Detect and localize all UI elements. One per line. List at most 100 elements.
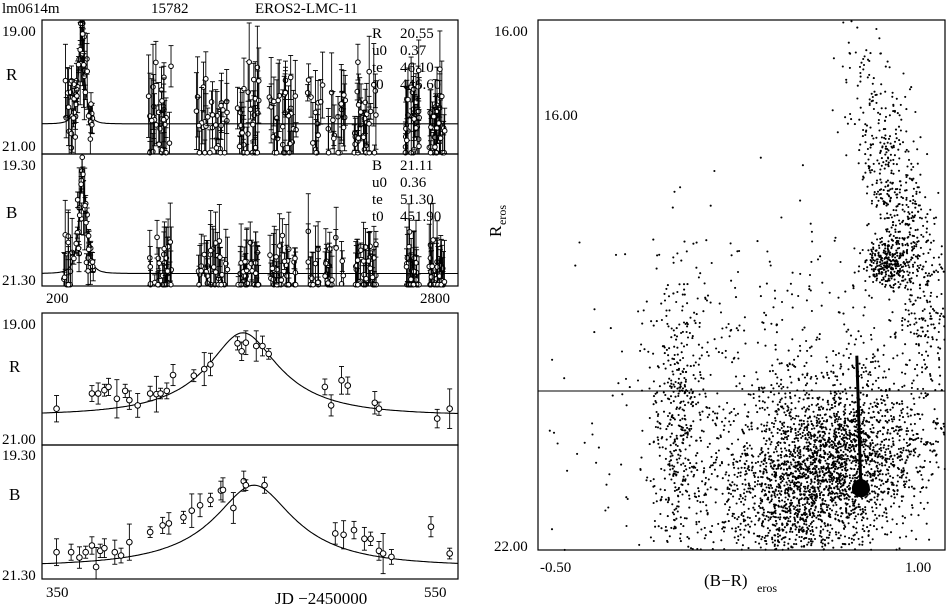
star-dot	[733, 473, 736, 476]
star-dot	[819, 453, 822, 457]
data-point	[354, 257, 361, 264]
star-dot	[811, 528, 814, 532]
star-dot	[884, 457, 887, 460]
star-dot	[840, 425, 843, 428]
star-dot	[818, 474, 821, 478]
star-dot	[813, 509, 816, 512]
star-dot	[798, 504, 801, 508]
star-dot	[820, 427, 823, 430]
star-dot	[731, 515, 734, 518]
star-dot	[816, 420, 819, 423]
panel-zoom-b-frame	[41, 444, 459, 580]
star-dot	[761, 450, 764, 453]
star-dot	[813, 537, 817, 541]
data-point	[71, 109, 77, 116]
data-point	[212, 269, 219, 275]
star-dot	[769, 455, 772, 458]
star-dot	[784, 496, 787, 499]
star-dot	[809, 493, 812, 496]
star-dot	[835, 503, 838, 506]
star-dot	[870, 388, 874, 391]
star-dot	[896, 480, 899, 483]
star-dot	[851, 460, 854, 463]
data-point	[352, 141, 358, 148]
star-dot	[786, 409, 789, 412]
data-point	[335, 149, 341, 156]
star-dot	[846, 457, 850, 460]
star-dot	[792, 489, 795, 493]
star-dot	[943, 467, 946, 471]
star-dot	[747, 487, 750, 490]
star-dot	[902, 449, 905, 452]
star-dot	[799, 516, 802, 519]
data-point	[355, 102, 362, 108]
star-dot	[801, 473, 804, 476]
star-dot	[808, 488, 812, 491]
data-point	[446, 550, 453, 557]
star-dot	[816, 475, 819, 478]
star-dot	[790, 408, 793, 411]
star-dot	[914, 451, 917, 454]
star-dot	[763, 408, 766, 411]
star-dot	[764, 540, 768, 543]
star-dot	[735, 502, 738, 505]
star-dot	[821, 545, 824, 548]
star-dot	[872, 525, 876, 528]
star-dot	[909, 408, 912, 411]
star-dot	[840, 445, 843, 448]
star-dot	[736, 412, 740, 415]
data-point	[201, 251, 208, 258]
star-dot	[823, 487, 826, 490]
star-id-label: 15782	[151, 1, 189, 17]
star-dot	[876, 498, 879, 501]
star-dot	[759, 499, 763, 502]
star-dot	[830, 440, 833, 443]
star-dot	[789, 426, 792, 429]
star-dot	[834, 468, 837, 471]
star-dot	[800, 436, 803, 439]
star-dot	[819, 482, 822, 485]
star-dot	[773, 494, 776, 497]
star-dot	[819, 461, 822, 464]
star-dot	[757, 511, 760, 514]
star-dot	[795, 543, 798, 546]
zoom-r-ytick-bottom: 21.00	[2, 432, 36, 448]
data-point	[379, 550, 387, 557]
star-dot	[838, 441, 841, 444]
star-dot	[918, 470, 921, 473]
star-dot	[745, 459, 748, 463]
star-dot	[821, 542, 824, 545]
star-dot	[812, 490, 815, 493]
star-dot	[796, 449, 799, 453]
star-dot	[803, 537, 807, 540]
star-dot	[830, 403, 833, 406]
full-xtick-left: 200	[46, 291, 69, 307]
star-dot	[774, 519, 777, 522]
star-dot	[860, 519, 863, 522]
star-dot	[910, 450, 913, 453]
star-dot	[837, 431, 840, 434]
star-dot	[779, 516, 782, 519]
star-dot	[840, 429, 843, 432]
star-dot	[902, 438, 906, 441]
data-point	[304, 89, 311, 96]
data-point	[75, 61, 82, 68]
data-point	[339, 258, 346, 264]
star-dot	[872, 431, 875, 434]
data-point	[146, 528, 154, 536]
star-dot	[709, 486, 712, 489]
star-dot	[819, 503, 822, 506]
star-dot	[813, 494, 816, 497]
star-dot	[814, 375, 817, 378]
star-dot	[777, 528, 780, 531]
star-dot	[886, 533, 889, 536]
star-dot	[848, 429, 851, 432]
star-dot	[780, 387, 783, 390]
star-dot	[910, 438, 913, 441]
star-dot	[817, 449, 820, 452]
star-dot	[834, 462, 837, 465]
star-dot	[827, 464, 830, 468]
star-dot	[886, 480, 889, 483]
star-dot	[816, 414, 819, 417]
star-dot	[844, 472, 847, 475]
